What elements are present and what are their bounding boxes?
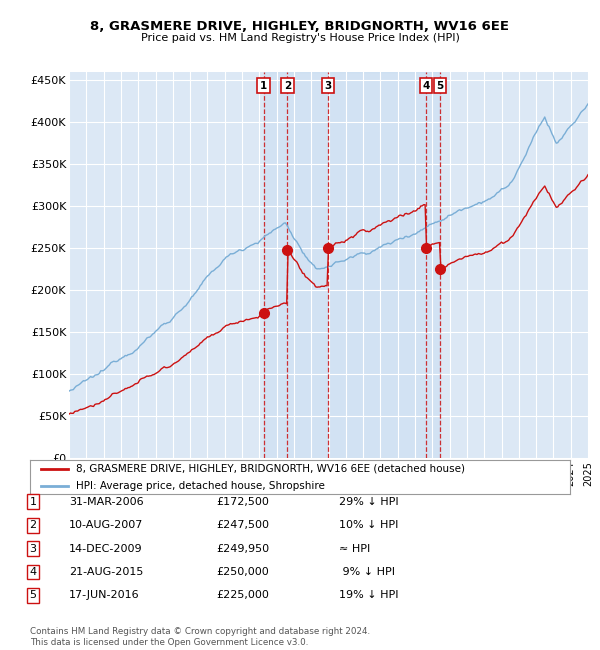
- Text: ≈ HPI: ≈ HPI: [339, 543, 370, 554]
- Text: 29% ↓ HPI: 29% ↓ HPI: [339, 497, 398, 507]
- Text: Contains HM Land Registry data © Crown copyright and database right 2024.
This d: Contains HM Land Registry data © Crown c…: [30, 627, 370, 647]
- Text: 1: 1: [29, 497, 37, 507]
- Text: 4: 4: [422, 81, 430, 91]
- Text: £172,500: £172,500: [216, 497, 269, 507]
- Text: 8, GRASMERE DRIVE, HIGHLEY, BRIDGNORTH, WV16 6EE (detached house): 8, GRASMERE DRIVE, HIGHLEY, BRIDGNORTH, …: [76, 463, 465, 474]
- Text: 21-AUG-2015: 21-AUG-2015: [69, 567, 143, 577]
- Text: HPI: Average price, detached house, Shropshire: HPI: Average price, detached house, Shro…: [76, 480, 325, 491]
- Text: 2: 2: [284, 81, 291, 91]
- Text: 19% ↓ HPI: 19% ↓ HPI: [339, 590, 398, 601]
- Text: 3: 3: [29, 543, 37, 554]
- Text: 14-DEC-2009: 14-DEC-2009: [69, 543, 143, 554]
- Text: 9% ↓ HPI: 9% ↓ HPI: [339, 567, 395, 577]
- Text: 3: 3: [324, 81, 331, 91]
- Text: 8, GRASMERE DRIVE, HIGHLEY, BRIDGNORTH, WV16 6EE: 8, GRASMERE DRIVE, HIGHLEY, BRIDGNORTH, …: [91, 20, 509, 32]
- Text: 31-MAR-2006: 31-MAR-2006: [69, 497, 143, 507]
- Text: 5: 5: [29, 590, 37, 601]
- Bar: [263, 72, 440, 458]
- Text: 1: 1: [260, 81, 267, 91]
- Text: £250,000: £250,000: [216, 567, 269, 577]
- Text: 10-AUG-2007: 10-AUG-2007: [69, 520, 143, 530]
- Text: Price paid vs. HM Land Registry's House Price Index (HPI): Price paid vs. HM Land Registry's House …: [140, 32, 460, 43]
- Text: 5: 5: [437, 81, 444, 91]
- Text: £249,950: £249,950: [216, 543, 269, 554]
- Text: 17-JUN-2016: 17-JUN-2016: [69, 590, 140, 601]
- Text: 10% ↓ HPI: 10% ↓ HPI: [339, 520, 398, 530]
- Text: £225,000: £225,000: [216, 590, 269, 601]
- Text: 4: 4: [29, 567, 37, 577]
- Text: £247,500: £247,500: [216, 520, 269, 530]
- Text: 2: 2: [29, 520, 37, 530]
